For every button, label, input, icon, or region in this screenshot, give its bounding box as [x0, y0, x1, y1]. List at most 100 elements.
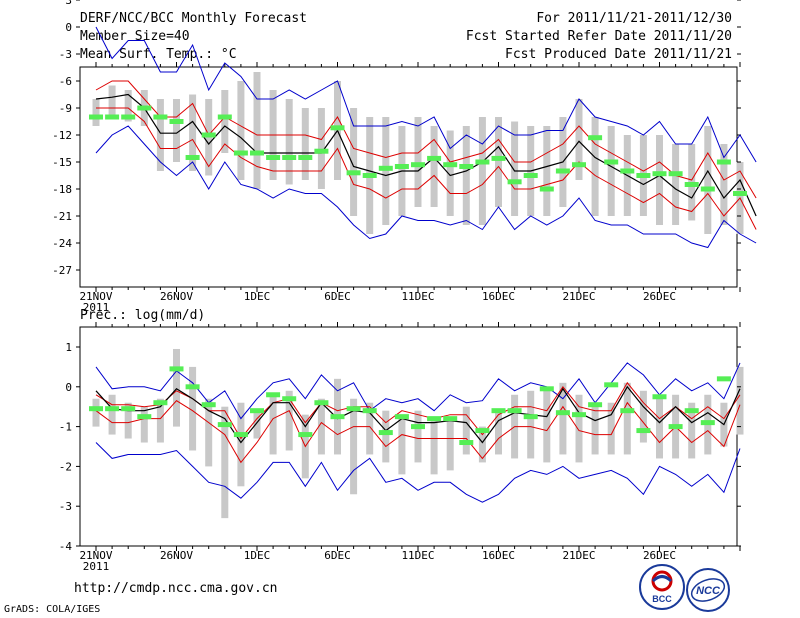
ensemble-box	[414, 410, 422, 463]
y-tick-label: -3	[59, 500, 72, 513]
x-tick-label: 11DEC	[401, 290, 434, 303]
ensemble-box	[92, 99, 100, 126]
x-tick-label: 21NOV	[79, 549, 112, 562]
ensemble-box	[253, 72, 261, 189]
observed-marker	[443, 162, 458, 168]
series-min-line	[95, 125, 757, 249]
fcst-produced-date: Fcst Produced Date 2011/11/21	[505, 47, 732, 62]
ensemble-box	[607, 126, 615, 216]
observed-marker	[491, 155, 506, 161]
ensemble-box	[430, 126, 438, 207]
observed-marker	[588, 135, 603, 141]
observed-marker	[314, 400, 329, 406]
x-tick-label: 6DEC	[324, 290, 351, 303]
observed-marker	[282, 155, 297, 160]
observed-marker	[201, 402, 216, 408]
panel-temperature: 3 0 -3 -6 -9 -12 -15 -18 -21 -24 -27 21NOV 26NOV 1DEC…	[52, 0, 757, 314]
ensemble-box	[92, 398, 100, 427]
series-max-line	[95, 362, 741, 420]
observed-marker	[105, 114, 120, 120]
ensemble-box	[623, 382, 631, 455]
observed-marker	[378, 165, 393, 171]
ensemble-box	[189, 366, 197, 451]
observed-marker	[539, 386, 554, 392]
observed-marker	[394, 164, 409, 169]
observed-marker	[507, 408, 522, 414]
ensemble-box	[317, 108, 325, 189]
y-tick-label: -27	[52, 264, 72, 277]
observed-marker	[330, 125, 345, 131]
observed-marker	[475, 159, 490, 165]
ensemble-box	[253, 410, 261, 439]
y-tick-label: 1	[65, 341, 72, 354]
chart-title: DERF/NCC/BCC Monthly Forecast	[80, 11, 307, 26]
ensemble-box	[462, 406, 470, 455]
ensemble-box	[495, 410, 502, 455]
observed-marker	[684, 408, 699, 414]
ensemble-box	[527, 390, 535, 459]
observed-marker	[539, 186, 554, 192]
observed-marker	[427, 155, 442, 161]
observed-marker	[346, 170, 361, 176]
ensemble-box	[736, 366, 744, 435]
y-tick-label: -4	[59, 540, 73, 553]
ensemble-box	[221, 90, 229, 153]
ensemble-box	[704, 126, 712, 234]
observed-marker	[459, 164, 474, 169]
ensemble-box	[350, 398, 358, 495]
observed-marker	[266, 392, 281, 398]
observed-marker	[684, 182, 699, 187]
x-tick-label: 26NOV	[160, 549, 193, 562]
observed-marker	[716, 376, 731, 382]
observed-marker	[700, 420, 715, 426]
observed-marker	[169, 119, 184, 124]
y-tick-label: 3	[65, 0, 72, 7]
x-tick-label: 16DEC	[482, 549, 515, 562]
x-tick-label: 1DEC	[244, 549, 271, 562]
ensemble-box	[414, 117, 422, 207]
ensemble-box	[173, 348, 180, 427]
ensemble-box	[430, 418, 438, 475]
ensemble-box	[656, 135, 663, 225]
ensemble-box	[575, 394, 583, 463]
series-upper-line	[95, 80, 757, 199]
observed-marker	[620, 168, 635, 174]
x-tick-label: 21DEC	[562, 290, 595, 303]
ensemble-box	[495, 117, 502, 207]
observed-marker	[298, 155, 313, 160]
observed-marker	[411, 424, 425, 430]
source-url[interactable]: http://cmdp.ncc.cma.gov.cn	[74, 581, 278, 596]
ensemble-box	[108, 394, 116, 435]
observed-marker	[555, 168, 570, 174]
observed-marker	[153, 400, 168, 406]
ensemble-box	[124, 90, 132, 122]
y-tick-label: -1	[59, 421, 72, 434]
observed-marker	[153, 114, 168, 120]
observed-marker	[330, 414, 345, 420]
y-tick-label: -21	[52, 210, 72, 223]
ensemble-box	[688, 402, 696, 459]
x-tick-label: 6DEC	[324, 549, 351, 562]
observed-marker	[137, 414, 152, 420]
ensemble-box	[285, 99, 293, 185]
ensemble-box	[237, 81, 245, 180]
observed-marker	[250, 150, 264, 156]
series-max-line	[95, 26, 757, 163]
ensemble-box	[543, 126, 551, 216]
x-year-label: 2011	[83, 560, 110, 573]
observed-marker	[201, 132, 216, 138]
observed-marker	[185, 384, 200, 390]
y-tick-label: -12	[52, 129, 72, 142]
observed-marker	[475, 428, 490, 434]
x-tick-label: 1DEC	[244, 290, 271, 303]
observed-marker	[555, 410, 570, 416]
observed-marker	[459, 440, 474, 446]
observed-marker	[604, 159, 619, 165]
ensemble-box	[656, 398, 663, 459]
observed-marker	[523, 173, 538, 178]
ensemble-box	[140, 406, 148, 443]
ensemble-box	[366, 402, 374, 455]
observed-marker	[733, 191, 747, 196]
observed-marker	[443, 416, 458, 422]
